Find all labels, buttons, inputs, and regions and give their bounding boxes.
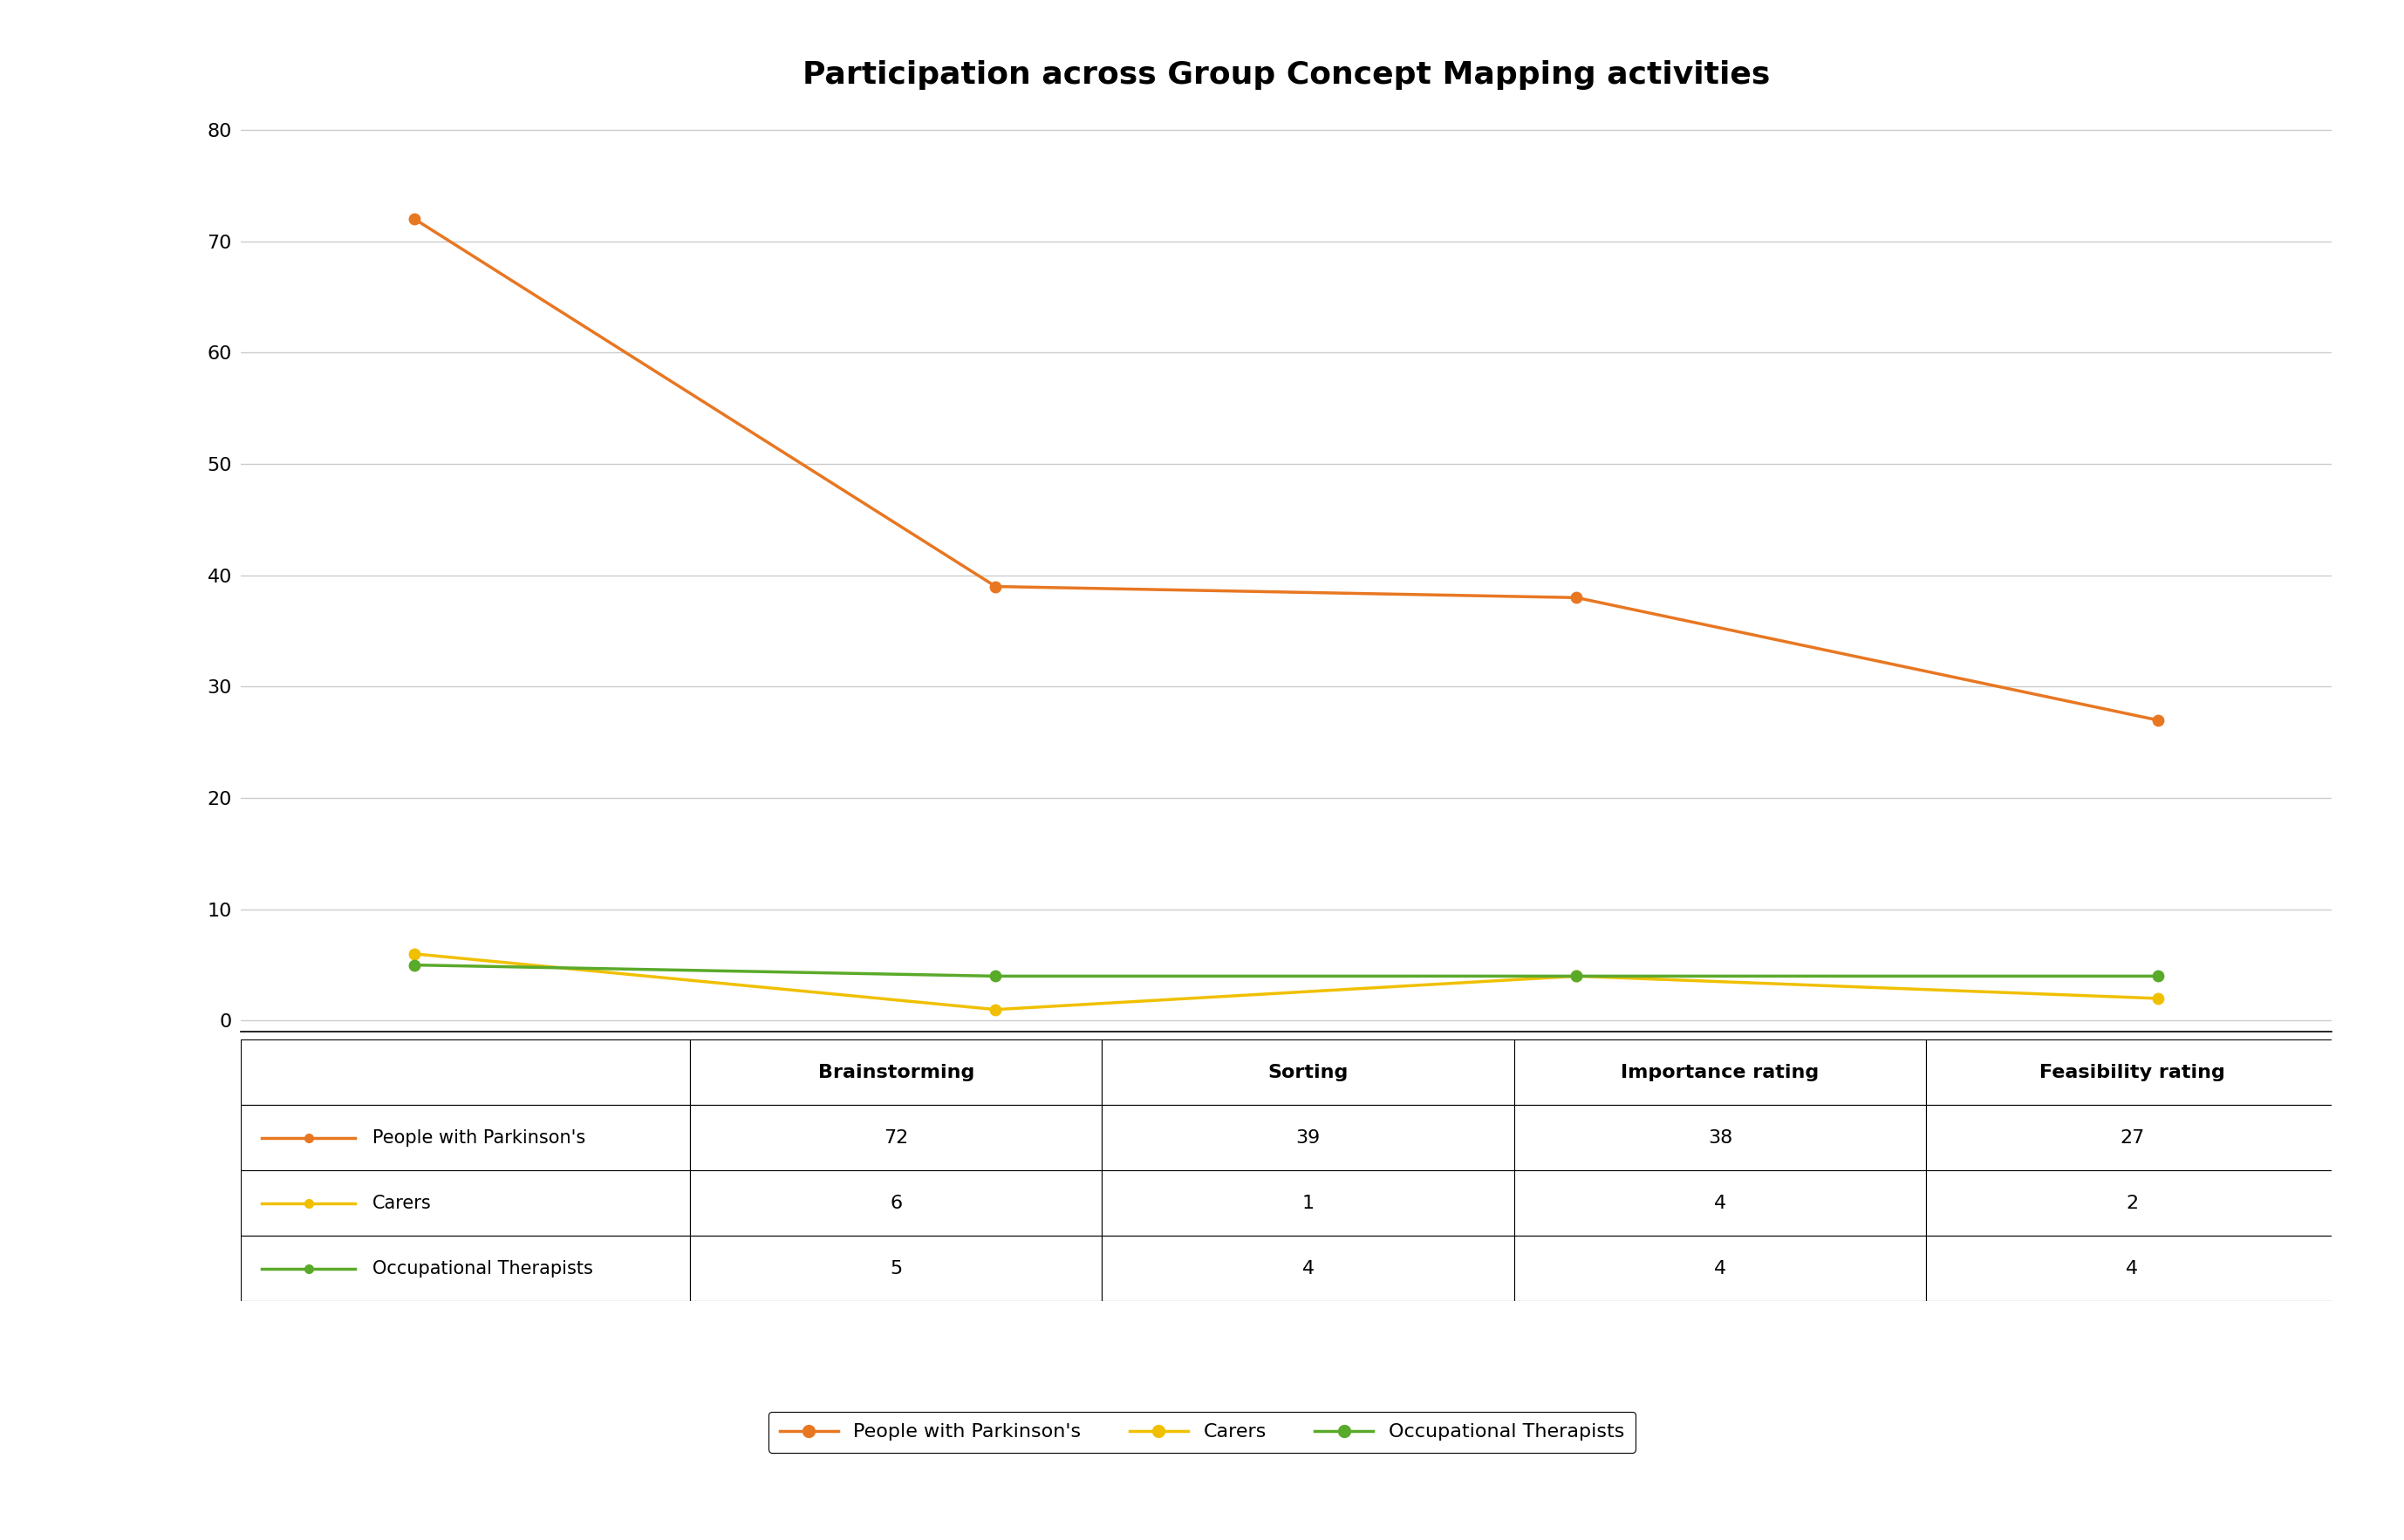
Text: Sorting: Sorting — [1267, 1064, 1349, 1081]
Text: 72: 72 — [885, 1129, 909, 1146]
Bar — [690, 1106, 1101, 1170]
Bar — [690, 1235, 1101, 1301]
Text: 4: 4 — [1303, 1260, 1315, 1277]
Text: Importance rating: Importance rating — [1620, 1064, 1820, 1081]
Bar — [1515, 1170, 1926, 1235]
Bar — [1926, 1235, 2339, 1301]
Text: 6: 6 — [889, 1195, 902, 1212]
Text: Occupational Therapists: Occupational Therapists — [373, 1260, 594, 1277]
Bar — [1101, 1040, 1515, 1106]
Legend: People with Parkinson's, Carers, Occupational Therapists: People with Parkinson's, Carers, Occupat… — [767, 1412, 1637, 1452]
Text: 4: 4 — [1714, 1260, 1726, 1277]
Text: 5: 5 — [889, 1260, 902, 1277]
Occupational Therapists — [399, 956, 428, 975]
Bar — [1515, 1040, 1926, 1106]
Text: 1: 1 — [1303, 1195, 1315, 1212]
Bar — [1101, 1106, 1515, 1170]
Bar — [240, 1170, 690, 1235]
Carers — [1563, 967, 1591, 986]
Bar — [1101, 1170, 1515, 1235]
Occupational Therapists — [1563, 967, 1591, 986]
Carers — [981, 1001, 1010, 1019]
Line: Carers: Carers — [409, 949, 2164, 1015]
Text: 4: 4 — [2125, 1260, 2137, 1277]
Text: 4: 4 — [1714, 1195, 1726, 1212]
People with Parkinson's — [981, 578, 1010, 596]
Bar — [1515, 1106, 1926, 1170]
Bar — [1515, 1235, 1926, 1301]
Bar — [1926, 1040, 2339, 1106]
Bar — [1926, 1170, 2339, 1235]
Text: Feasibility rating: Feasibility rating — [2039, 1064, 2226, 1081]
Text: Brainstorming: Brainstorming — [817, 1064, 974, 1081]
Line: People with Parkinson's: People with Parkinson's — [409, 214, 2164, 725]
Text: 39: 39 — [1296, 1129, 1320, 1146]
Text: 2: 2 — [2125, 1195, 2137, 1212]
People with Parkinson's — [1563, 588, 1591, 607]
Occupational Therapists — [2144, 967, 2173, 986]
Text: 38: 38 — [1707, 1129, 1733, 1146]
Title: Participation across Group Concept Mapping activities: Participation across Group Concept Mappi… — [803, 60, 1769, 89]
Carers — [2144, 989, 2173, 1007]
Carers — [399, 944, 428, 962]
People with Parkinson's — [399, 209, 428, 228]
Bar — [240, 1106, 690, 1170]
People with Parkinson's — [2144, 711, 2173, 730]
Bar — [690, 1040, 1101, 1106]
Line: Occupational Therapists: Occupational Therapists — [409, 959, 2164, 981]
Text: People with Parkinson's: People with Parkinson's — [373, 1129, 584, 1146]
Bar — [1926, 1106, 2339, 1170]
Occupational Therapists — [981, 967, 1010, 986]
Bar — [240, 1040, 690, 1106]
Bar — [240, 1235, 690, 1301]
Bar — [690, 1170, 1101, 1235]
Text: 27: 27 — [2120, 1129, 2144, 1146]
Text: Carers: Carers — [373, 1195, 430, 1212]
Bar — [1101, 1235, 1515, 1301]
